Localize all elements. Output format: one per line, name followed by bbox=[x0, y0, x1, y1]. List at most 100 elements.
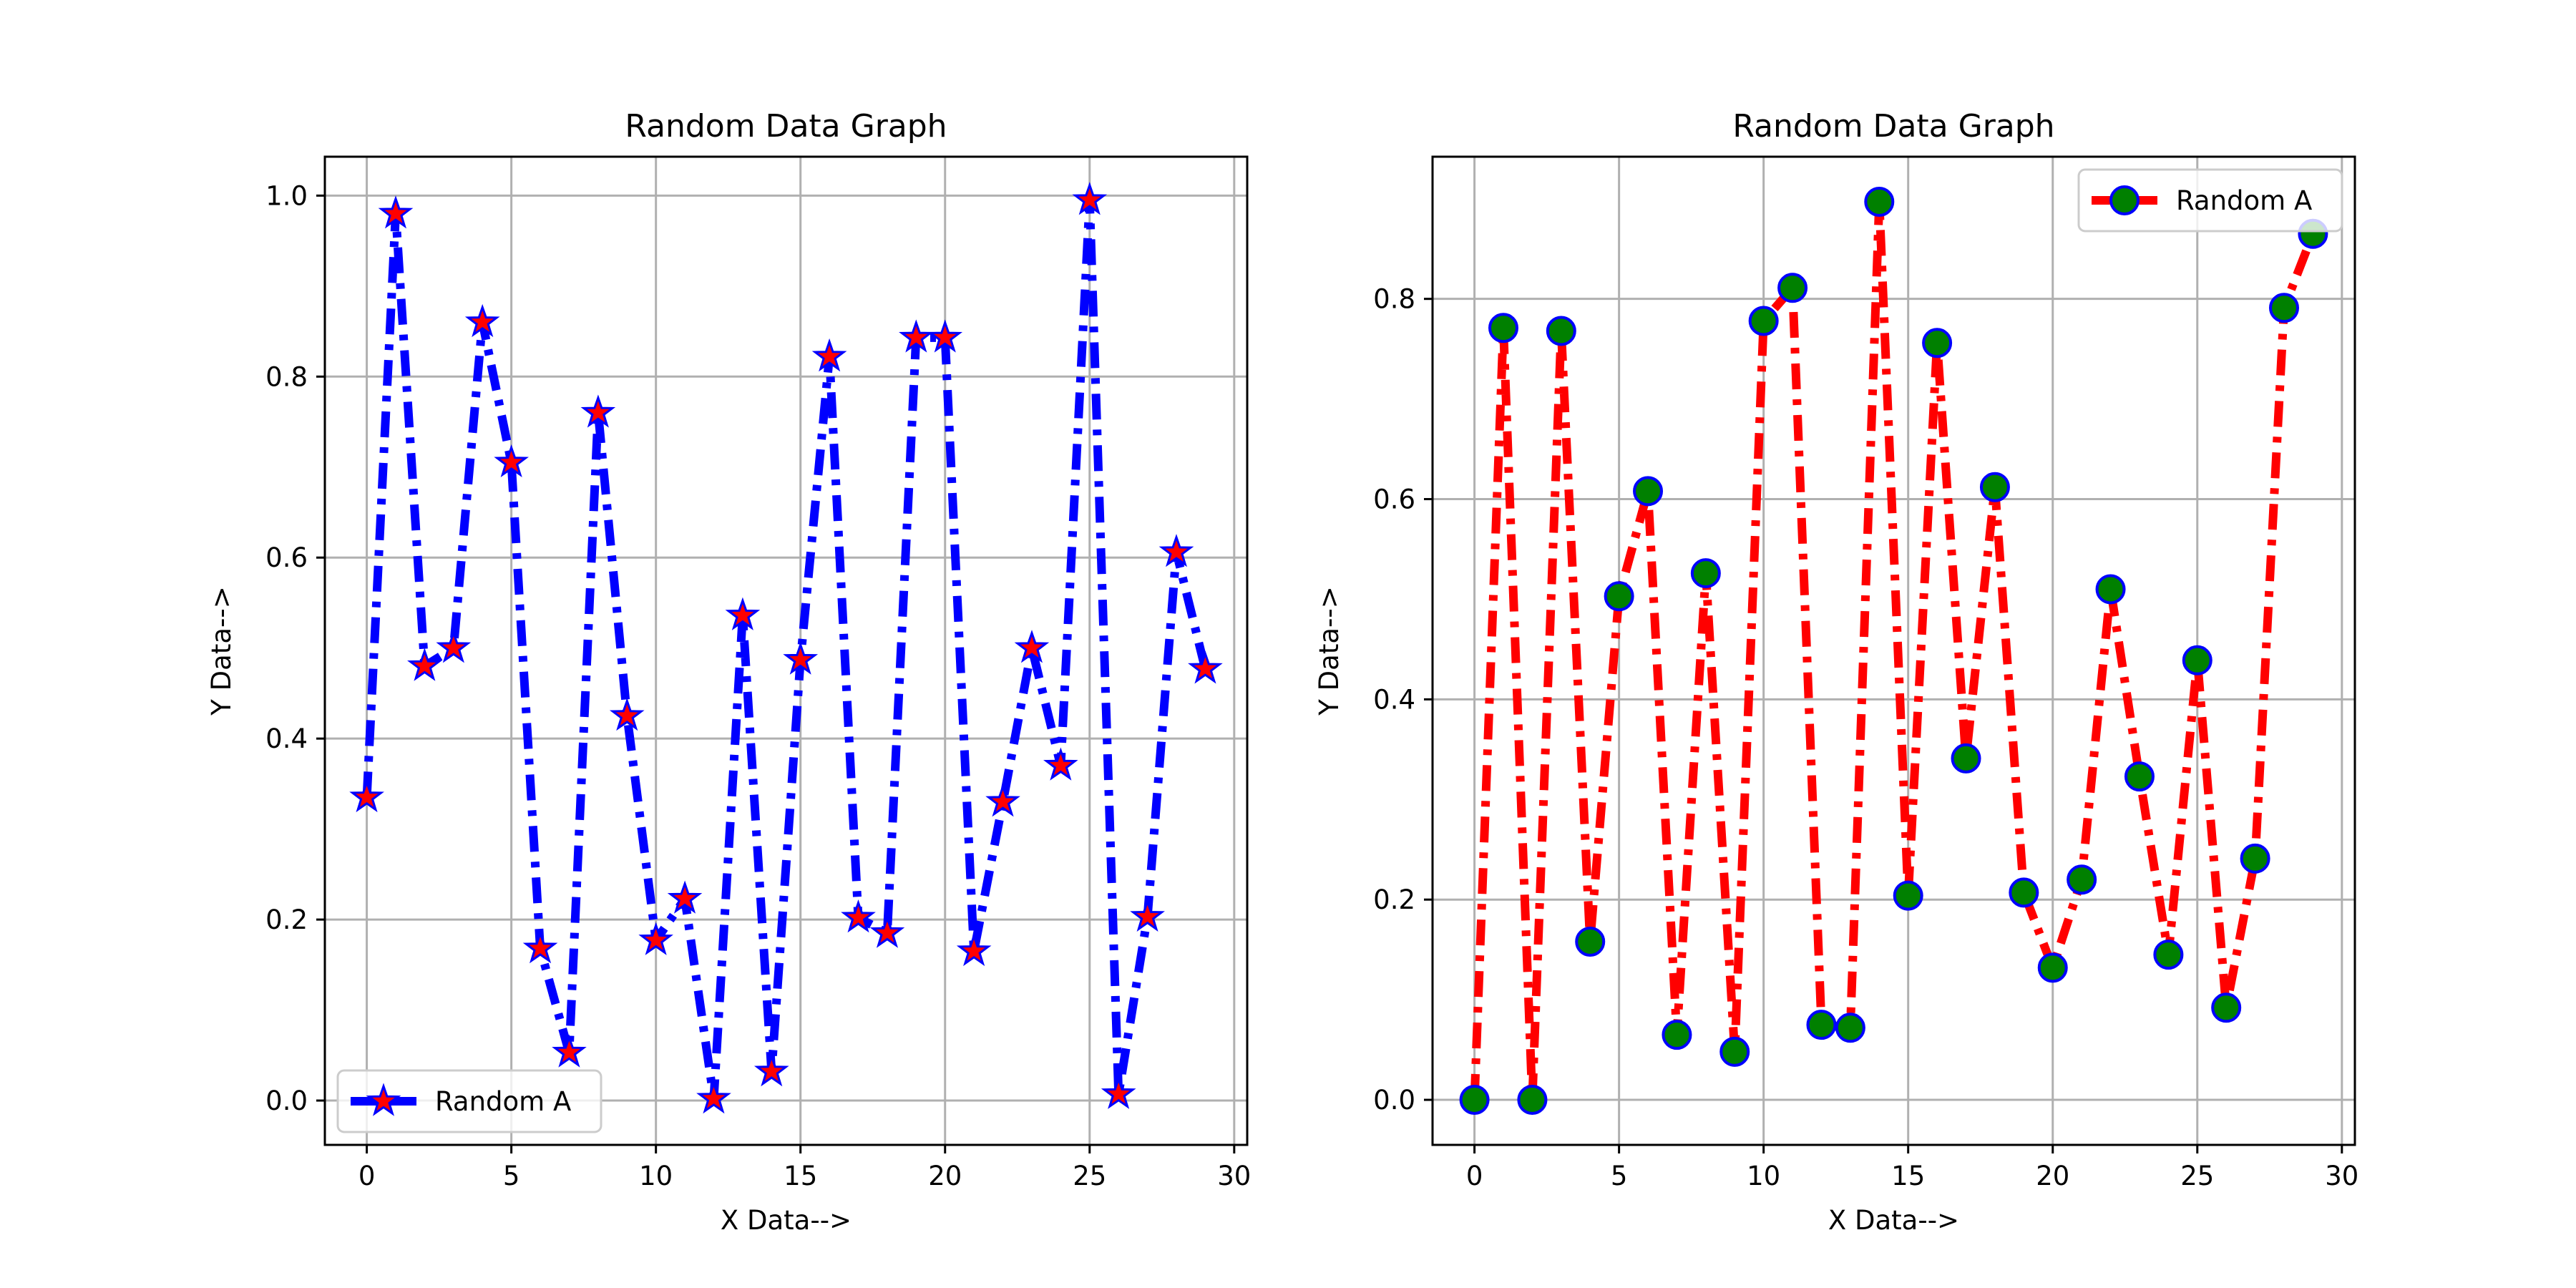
chart-2-series-1-point-4 bbox=[1575, 926, 1606, 957]
chart-1-ytick-label-0: 0.0 bbox=[265, 1085, 308, 1116]
chart-2-series-1-point-18 bbox=[1979, 472, 2010, 502]
chart-2-legend: Random A bbox=[2077, 168, 2343, 233]
chart-2-xtick-label-2: 10 bbox=[1747, 1161, 1780, 1191]
chart-1-series-1-point-0 bbox=[349, 779, 384, 813]
chart-2-series-1-point-25 bbox=[2182, 645, 2212, 675]
chart-1-series-1-point-25 bbox=[1072, 182, 1108, 215]
chart-2-series-1-point-12 bbox=[1806, 1010, 1837, 1040]
chart-1-series-1-point-28 bbox=[1158, 534, 1194, 567]
chart-1-series-1-point-17 bbox=[841, 899, 876, 933]
chart-1-series-1-point-2 bbox=[407, 648, 442, 681]
chart-1-legend: Random A bbox=[336, 1069, 602, 1133]
chart-2-series-1-point-28 bbox=[2269, 293, 2300, 323]
chart-2-series-1-point-23 bbox=[2124, 761, 2155, 792]
chart-2-series-1-point-13 bbox=[1835, 1013, 1865, 1043]
chart-1-series-1-point-9 bbox=[609, 698, 645, 731]
chart-1-title: Random Data Graph bbox=[625, 108, 947, 145]
chart-1-xtick-label-5: 25 bbox=[1073, 1161, 1106, 1191]
chart-2-series-1-line bbox=[1470, 197, 2317, 1104]
chart-2-ytick-label-4: 0.8 bbox=[1373, 284, 1415, 315]
chart-1-y-axis-label: Y Data--> bbox=[206, 586, 237, 716]
chart-2-ytick-label-1: 0.2 bbox=[1373, 884, 1415, 915]
chart-1-series-1-point-15 bbox=[783, 641, 819, 675]
chart-1-series-1-point-27 bbox=[1130, 898, 1165, 932]
chart-2-series-1-point-19 bbox=[2009, 877, 2039, 908]
chart-2-series-1-point-17 bbox=[1951, 743, 1981, 774]
chart-1-ytick-label-3: 0.6 bbox=[265, 542, 308, 573]
chart-1-series-1-point-21 bbox=[956, 932, 992, 967]
chart-1-series-1-point-1 bbox=[378, 195, 414, 229]
chart-1-legend-label: Random A bbox=[435, 1086, 571, 1117]
chart-2-x-axis-label: X Data--> bbox=[1828, 1205, 1959, 1236]
chart-1-series-1-point-16 bbox=[811, 338, 847, 372]
chart-1-xtick-label-3: 15 bbox=[784, 1161, 817, 1191]
chart-2-y-axis-label: Y Data--> bbox=[1314, 586, 1345, 716]
chart-2-series-1-point-9 bbox=[1719, 1036, 1750, 1067]
chart-2-series-1-point-24 bbox=[2153, 940, 2184, 970]
chart-1-series-1-point-5 bbox=[494, 444, 529, 478]
chart-2-series-1-point-11 bbox=[1777, 273, 1808, 303]
chart-1-series-1-line bbox=[362, 195, 1210, 1103]
chart-2-series-1-point-26 bbox=[2211, 992, 2242, 1023]
chart-2-ytick-label-2: 0.4 bbox=[1373, 684, 1415, 715]
chart-1-series-1-point-13 bbox=[725, 597, 761, 630]
chart-2-ytick-label-0: 0.0 bbox=[1373, 1085, 1415, 1116]
chart-1-xtick-label-1: 5 bbox=[503, 1161, 520, 1191]
chart-2-series-1-point-6 bbox=[1633, 476, 1664, 507]
chart-1-ytick-label-4: 0.8 bbox=[265, 361, 308, 392]
chart-1-xtick-label-0: 0 bbox=[358, 1161, 376, 1191]
chart-2-xtick-label-0: 0 bbox=[1466, 1161, 1483, 1191]
chart-1-ytick-label-2: 0.4 bbox=[265, 723, 308, 754]
chart-1-legend-point-legend bbox=[366, 1083, 401, 1116]
chart-2-series-1-point-0 bbox=[1459, 1085, 1490, 1116]
chart-2-legend-label: Random A bbox=[2176, 185, 2312, 216]
chart-1-xtick-label-2: 10 bbox=[639, 1161, 673, 1191]
chart-2-legend-box bbox=[2077, 168, 2343, 233]
chart-1-series-1-point-24 bbox=[1043, 747, 1078, 781]
chart-2-title: Random Data Graph bbox=[1732, 108, 2054, 145]
chart-2-series-1-point-22 bbox=[2095, 574, 2126, 605]
chart-1-ytick-label-1: 0.2 bbox=[265, 904, 308, 935]
chart-2-series-1-point-15 bbox=[1893, 880, 1923, 911]
chart-1-series-1-point-12 bbox=[696, 1080, 731, 1114]
chart-1-legend-box bbox=[336, 1069, 602, 1133]
chart-2-series-1-point-14 bbox=[1864, 186, 1895, 217]
chart-2-axes-frame bbox=[1431, 155, 2356, 1146]
chart-1-series-1-point-29 bbox=[1188, 650, 1223, 684]
chart-2-series-1-point-27 bbox=[2240, 843, 2270, 874]
chart-2-series-1-point-1 bbox=[1488, 313, 1518, 343]
chart-1-series-1-point-26 bbox=[1101, 1075, 1136, 1109]
chart-1-ytick-label-5: 1.0 bbox=[265, 180, 308, 211]
chart-1-series-1-point-3 bbox=[436, 630, 472, 663]
chart-1-series-1-point-11 bbox=[667, 880, 703, 914]
chart-1-xtick-label-4: 20 bbox=[928, 1161, 962, 1191]
chart-2-series-1-point-8 bbox=[1690, 558, 1721, 589]
chart-1-series-1-point-14 bbox=[753, 1053, 789, 1087]
chart-2-series-1-point-3 bbox=[1546, 316, 1576, 346]
chart-2-series-1-point-10 bbox=[1748, 306, 1779, 336]
chart-1-axes-frame bbox=[323, 155, 1249, 1146]
chart-1-series-1-point-8 bbox=[580, 394, 616, 428]
chart-1: 0 5 10 15 20 25 30 0.0 0.2 0.4 0.6 0.8 1.0 Random Dat… bbox=[206, 108, 1251, 1236]
chart-2-series-1-point-2 bbox=[1517, 1085, 1548, 1116]
chart-2-xtick-label-3: 15 bbox=[1891, 1161, 1925, 1191]
chart-1-series-1-point-6 bbox=[522, 930, 558, 964]
chart-2-series-1-point-16 bbox=[1922, 328, 1953, 358]
chart-2-ytick-label-3: 0.6 bbox=[1373, 484, 1415, 515]
chart-1-series-1-point-10 bbox=[638, 922, 673, 955]
chart-1-x-axis-label: X Data--> bbox=[721, 1205, 852, 1236]
chart-1-series-1-point-4 bbox=[464, 303, 500, 338]
chart-1-series-1-point-23 bbox=[1014, 630, 1050, 663]
chart-2: 0 5 10 15 20 25 30 0.0 0.2 0.4 0.6 0.8 Random Data G… bbox=[1314, 108, 2358, 1236]
chart-2-xtick-label-6: 30 bbox=[2325, 1161, 2358, 1191]
chart-1-series-1-point-22 bbox=[985, 784, 1020, 817]
chart-1-series-1-point-18 bbox=[869, 914, 905, 948]
chart-2-series-1-point-20 bbox=[2037, 952, 2068, 983]
chart-2-xtick-label-1: 5 bbox=[1611, 1161, 1628, 1191]
chart-2-xtick-label-4: 20 bbox=[2036, 1161, 2069, 1191]
chart-1-series-1-point-20 bbox=[927, 319, 963, 353]
chart-1-series-1-point-19 bbox=[899, 319, 934, 353]
chart-2-xtick-label-5: 25 bbox=[2180, 1161, 2214, 1191]
chart-2-legend-point-legend bbox=[2109, 185, 2140, 215]
